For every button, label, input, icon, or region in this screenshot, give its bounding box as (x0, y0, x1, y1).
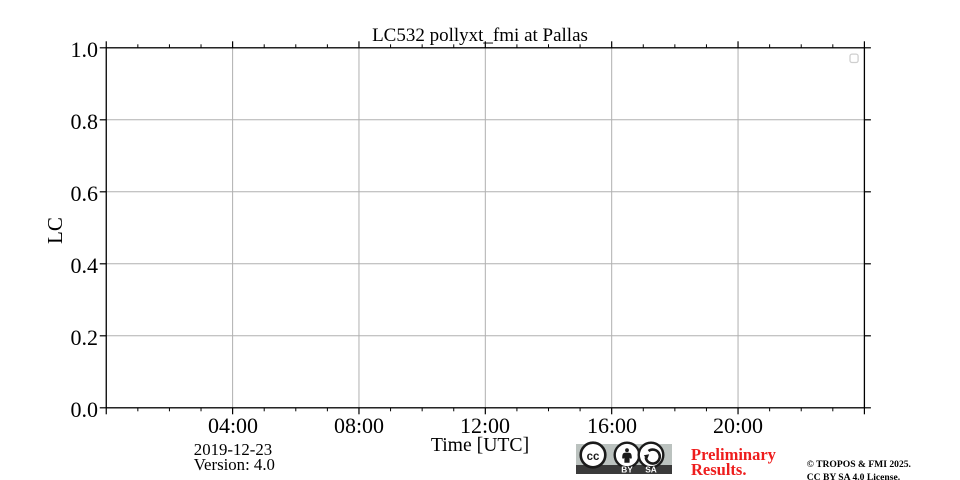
svg-text:BY: BY (621, 464, 633, 474)
svg-text:SA: SA (645, 464, 657, 474)
